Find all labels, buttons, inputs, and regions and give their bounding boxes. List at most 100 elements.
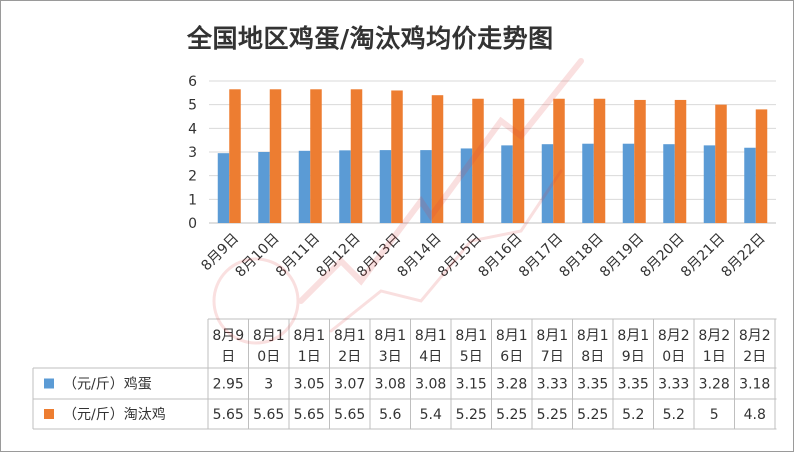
- table-header-line: 8月1: [293, 328, 325, 344]
- bar: [634, 99, 646, 223]
- table-header-line: 8月2: [739, 328, 771, 344]
- table-header-line: 8月1: [617, 328, 649, 344]
- table-header-line: 0日: [662, 349, 685, 365]
- bar-series: [229, 89, 768, 224]
- bar: [744, 147, 756, 223]
- bar: [269, 89, 282, 224]
- bar: [582, 143, 594, 223]
- data-table: 8月9 日 8月1 0日 8月1 1日 8月1 2日 8月1 3日 8月1 4日 8月1 5日 8月1 6日 8…: [32, 318, 777, 430]
- table-value: 3: [264, 377, 273, 393]
- bar: [674, 99, 687, 223]
- bar: [310, 89, 322, 224]
- table-header-line: 1日: [703, 349, 726, 365]
- y-tick-label: 2: [188, 169, 197, 185]
- bar: [472, 98, 484, 223]
- table-value: 2.95: [213, 377, 244, 393]
- bar: [553, 98, 565, 223]
- table-value: 5.65: [294, 407, 325, 423]
- bars: [217, 89, 768, 224]
- x-tick-label: 8月22日: [719, 231, 769, 281]
- table-header-line: 4日: [419, 349, 442, 365]
- bar: [379, 150, 392, 223]
- table-value: 5.65: [213, 407, 244, 423]
- table-header-line: 8日: [581, 349, 604, 365]
- table-header-line: 日: [221, 349, 235, 365]
- table-header-line: 1日: [298, 349, 321, 365]
- table-value: 3.35: [577, 377, 608, 393]
- table-header-line: 8月1: [334, 328, 366, 344]
- table-value: 3.07: [334, 377, 365, 393]
- table-value: 4.8: [744, 407, 766, 423]
- x-tick-label: 8月17日: [516, 231, 566, 281]
- watermark-stroke: [329, 169, 563, 333]
- table-value: 5.65: [334, 407, 365, 423]
- bar: [663, 144, 675, 223]
- watermark-stroke: [298, 58, 584, 304]
- table-header-line: 9日: [622, 349, 645, 365]
- watermark-seal: [212, 257, 300, 345]
- table-value: 3.28: [496, 377, 527, 393]
- y-tick-label: 1: [188, 192, 197, 208]
- bar: [715, 104, 727, 223]
- bar: [622, 143, 635, 223]
- table-header-line: 7日: [541, 349, 564, 365]
- table-header-line: 8月1: [253, 328, 285, 344]
- watermark: [212, 58, 584, 345]
- table-value: 5.25: [456, 407, 487, 423]
- table-header-line: 2日: [338, 349, 361, 365]
- table-header-line: 8月1: [455, 328, 487, 344]
- table-value: 3.05: [294, 377, 325, 393]
- table-value: 3.08: [415, 377, 446, 393]
- legend-swatch: [44, 378, 54, 389]
- table-header-line: 8月2: [698, 328, 730, 344]
- table-value: 5.2: [663, 407, 685, 423]
- bar: [339, 150, 351, 223]
- bar: [703, 145, 716, 223]
- y-tick-labels: 0 1 2 3 4 5 6: [188, 74, 197, 232]
- table-value: 5.4: [420, 407, 442, 423]
- table-value: 5.2: [622, 407, 644, 423]
- table-value: 3.15: [456, 377, 487, 393]
- y-tick-label: 0: [188, 216, 197, 232]
- table-header-line: 8月2: [658, 328, 690, 344]
- table-header-line: 8月1: [496, 328, 528, 344]
- table-header-line: 5日: [460, 349, 483, 365]
- x-tick-label: 8月11日: [273, 231, 323, 281]
- bar: [501, 145, 513, 223]
- table-value: 5.25: [537, 407, 568, 423]
- chart-title: 全国地区鸡蛋/淘汰鸡均价走势图: [187, 24, 554, 53]
- x-tick-label: 8月14日: [395, 231, 445, 281]
- bar: [431, 95, 444, 223]
- x-tick-label: 8月10日: [233, 231, 283, 281]
- bar: [512, 98, 525, 223]
- table-value: 5.25: [577, 407, 608, 423]
- bar: [229, 89, 241, 224]
- table-value: 5: [710, 407, 719, 423]
- x-tick-label: 8月18日: [557, 231, 607, 281]
- table-value: 3.28: [699, 377, 730, 393]
- legend-label: （元/斤）鸡蛋: [63, 376, 152, 393]
- bar: [755, 109, 768, 223]
- table-value: 3.33: [658, 377, 689, 393]
- table-value: 5.25: [496, 407, 527, 423]
- table-value: 3.33: [537, 377, 568, 393]
- y-gridlines: [209, 80, 776, 224]
- bar-series: [217, 143, 756, 223]
- bar: [258, 152, 270, 223]
- legend-swatch: [44, 409, 54, 419]
- table-value: 5.65: [253, 407, 284, 423]
- table-header-line: 3日: [379, 349, 402, 365]
- table-value: 3.18: [739, 377, 770, 393]
- bar: [460, 148, 473, 223]
- table-header-line: 8月9: [212, 328, 244, 344]
- bar: [593, 98, 606, 223]
- table-value: 3.35: [618, 377, 649, 393]
- table-value: 3.08: [375, 377, 406, 393]
- x-tick-label: 8月21日: [678, 231, 728, 281]
- table-header-line: 8月1: [415, 328, 447, 344]
- table-header-line: 8月1: [577, 328, 609, 344]
- table-header-line: 2日: [743, 349, 766, 365]
- table-header-line: 8月1: [374, 328, 406, 344]
